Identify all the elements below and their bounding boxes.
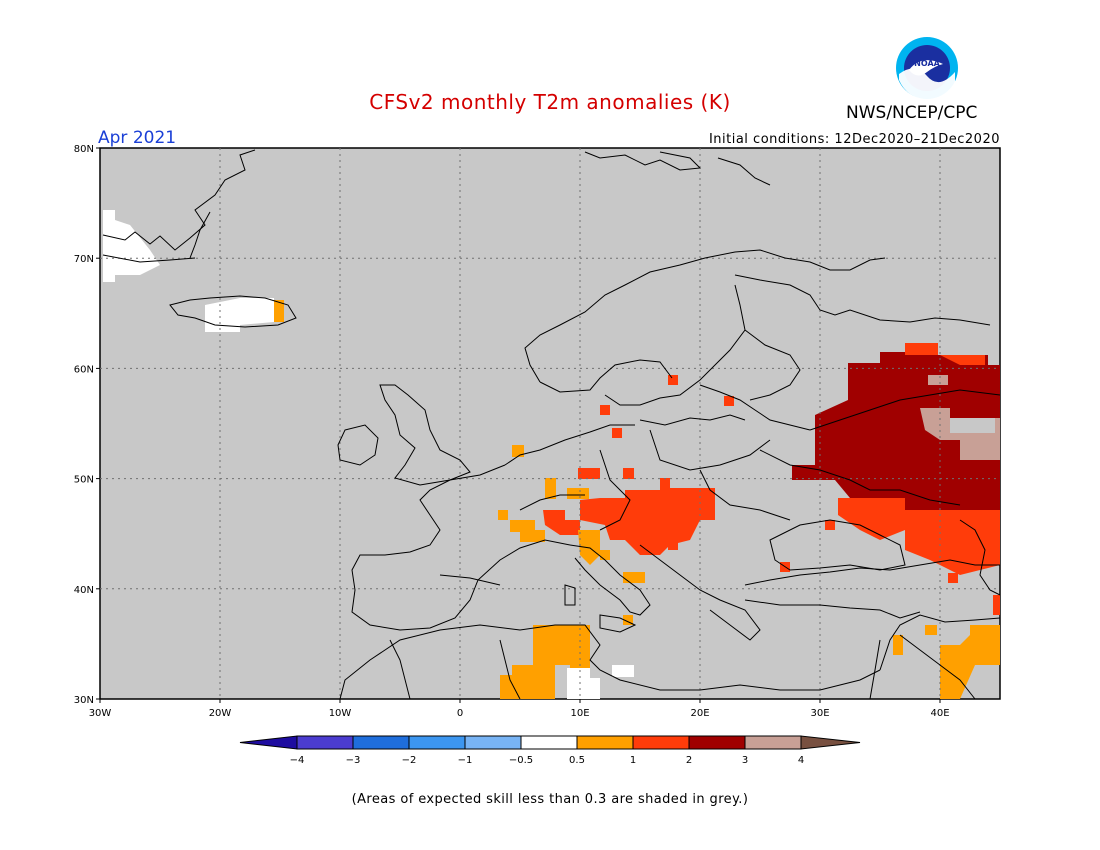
colorbar-box [408,735,466,750]
anomaly-region-white [205,298,274,332]
lat-tick-label: 80N [74,144,94,155]
lon-tick-label: 40E [930,708,949,719]
colorbar-box [352,735,410,750]
anomaly-region-red [600,405,610,415]
anomaly-region-dark-red [792,343,1000,520]
colorbar-label: 0.5 [569,755,585,766]
coastlines [102,149,1001,700]
colorbar-label: −3 [346,755,361,766]
anomaly-region-orange [940,625,1000,699]
lat-tick-label: 60N [74,364,94,375]
lat-tick-label: 70N [74,254,94,265]
anomaly-region-red [578,468,600,479]
anomaly-region-red [838,498,905,540]
colorbar-box [688,735,746,750]
anomaly-region-red [543,510,580,535]
anomaly-region-orange [893,635,903,655]
colorbar-box [576,735,634,750]
anomaly-region-orange [925,625,937,635]
noaa-logo: NOAA [896,37,958,100]
anomaly-region-orange [600,550,610,560]
skill-note: (Areas of expected skill less than 0.3 a… [351,792,749,807]
anomaly-region-orange [498,510,508,520]
anomaly-regions [103,210,1000,699]
colorbar-label: 4 [798,755,804,766]
lon-tick-label: 30E [810,708,829,719]
colorbar-low-triangle [239,735,298,750]
colorbar-high-triangle [800,735,861,750]
agency-label: NWS/NCEP/CPC [846,103,978,123]
anomaly-region-orange [545,478,556,499]
colorbar-box [632,735,690,750]
anomaly-region-red [668,540,678,550]
anomaly-region-red [825,520,835,530]
initial-conditions: Initial conditions: 12Dec2020–21Dec2020 [708,132,1000,147]
anomaly-region-white [567,668,600,699]
anomaly-region-orange [623,615,633,625]
anomaly-region-red [724,396,734,406]
anomaly-region-red [993,595,1000,615]
colorbar-label: −0.5 [509,755,533,766]
colorbar-box [464,735,522,750]
colorbar-label: −2 [402,755,417,766]
colorbar-box [296,735,354,750]
map-title: CFSv2 monthly T2m anomalies (K) [369,90,731,114]
anomaly-region-orange [274,300,284,322]
anomaly-region-orange [500,625,590,699]
anomaly-region-red [948,573,958,583]
anomaly-region-white [612,665,634,677]
colorbar: −4 −3 −2 −1 −0.5 0.5 1 2 3 4 [239,735,861,766]
colorbar-label: 2 [686,755,692,766]
lat-tick-label: 40N [74,585,94,596]
lat-tick-label: 30N [74,695,94,706]
forecast-month: Apr 2021 [98,128,177,148]
gridlines [100,148,1000,699]
lon-tick-label: 20E [690,708,709,719]
anomaly-region-orange [512,445,524,457]
anomaly-region-red [623,468,634,479]
anomaly-region-red [612,428,622,438]
anomaly-region-orange [623,572,645,583]
anomaly-region-white [103,210,160,282]
map-axes: 30W 20W 10W 0 10E 20E 30E 40E 80N 70N 60N 50N 40N 30N [74,144,950,719]
colorbar-label: 3 [742,755,748,766]
lon-tick-label: 30W [89,708,112,719]
lon-tick-label: 10W [329,708,352,719]
lon-tick-label: 20W [209,708,232,719]
lon-tick-label: 0 [457,708,463,719]
colorbar-label: −1 [458,755,473,766]
colorbar-label: −4 [290,755,305,766]
anomaly-region-grey-inner [950,418,995,433]
anomaly-region-red [580,478,715,555]
anomaly-region-red [668,375,678,385]
colorbar-label: 1 [630,755,636,766]
anomaly-region-orange [510,520,545,542]
colorbar-box [744,735,802,750]
anomaly-region-orange [567,488,589,499]
anomaly-region-red [905,510,1000,575]
colorbar-box [520,735,578,750]
lon-tick-label: 10E [570,708,589,719]
lat-tick-label: 50N [74,475,94,486]
anomaly-region-red [905,343,985,365]
anomaly-region-pink [928,375,948,385]
noaa-logo-text: NOAA [914,59,940,68]
